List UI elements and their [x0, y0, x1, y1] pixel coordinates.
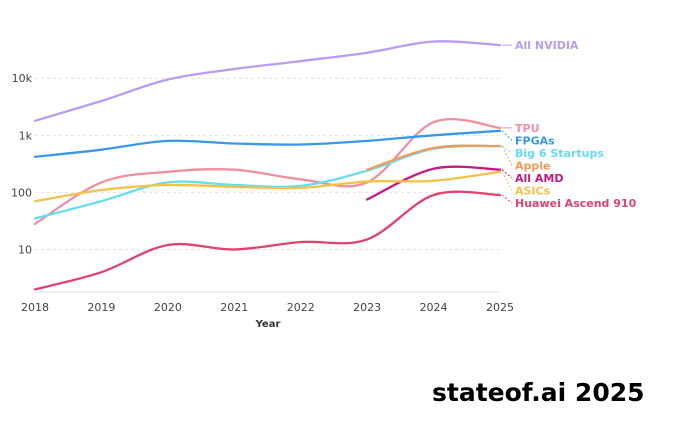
watermark: stateof.ai 2025 [432, 378, 645, 407]
x-tick-label: 2018 [21, 301, 49, 314]
label-connector [501, 130, 513, 141]
series-label-big-6-startups: Big 6 Startups [515, 147, 604, 160]
grid-lines [35, 77, 500, 250]
series-label-apple: Apple [515, 159, 551, 172]
series-line-apple [365, 144, 502, 171]
y-tick-label: 1k [19, 129, 33, 142]
label-connector [501, 145, 513, 154]
x-tick-label: 2022 [287, 301, 315, 314]
x-tick-label: 2020 [154, 301, 182, 314]
y-axis: 10 100 1k 10k [11, 72, 33, 256]
y-tick-label: 10 [18, 243, 32, 256]
series-label-asics: ASICs [515, 184, 551, 197]
x-tick-label: 2019 [87, 301, 115, 314]
label-connector [501, 194, 513, 204]
y-tick-label: 10k [12, 72, 33, 85]
x-tick-label: 2021 [220, 301, 248, 314]
series-label-fpgas: FPGAs [515, 134, 555, 147]
series-label-tpu: TPU [515, 122, 540, 135]
x-axis-label: Year [255, 319, 281, 330]
series-line-fpgas [33, 129, 502, 158]
x-axis: 2018 2019 2020 2021 2022 2023 2024 2025 [21, 291, 514, 314]
series-label-all-nvidia: All NVIDIA [515, 39, 579, 52]
series-line-asics [33, 170, 502, 203]
series-line-all-amd [365, 165, 502, 201]
label-connector [501, 169, 513, 179]
y-tick-label: 100 [11, 186, 32, 199]
series-line-huawei-ascend-910 [33, 190, 502, 291]
x-tick-label: 2025 [486, 301, 514, 314]
series-lines [33, 40, 502, 291]
series-line-tpu [33, 117, 502, 226]
series-label-all-amd: All AMD [515, 172, 563, 185]
label-connector [501, 171, 513, 191]
series-line-all-nvidia [33, 40, 502, 122]
series-label-huawei-ascend-910: Huawei Ascend 910 [515, 197, 637, 210]
x-tick-label: 2023 [353, 301, 381, 314]
x-tick-label: 2024 [420, 301, 448, 314]
